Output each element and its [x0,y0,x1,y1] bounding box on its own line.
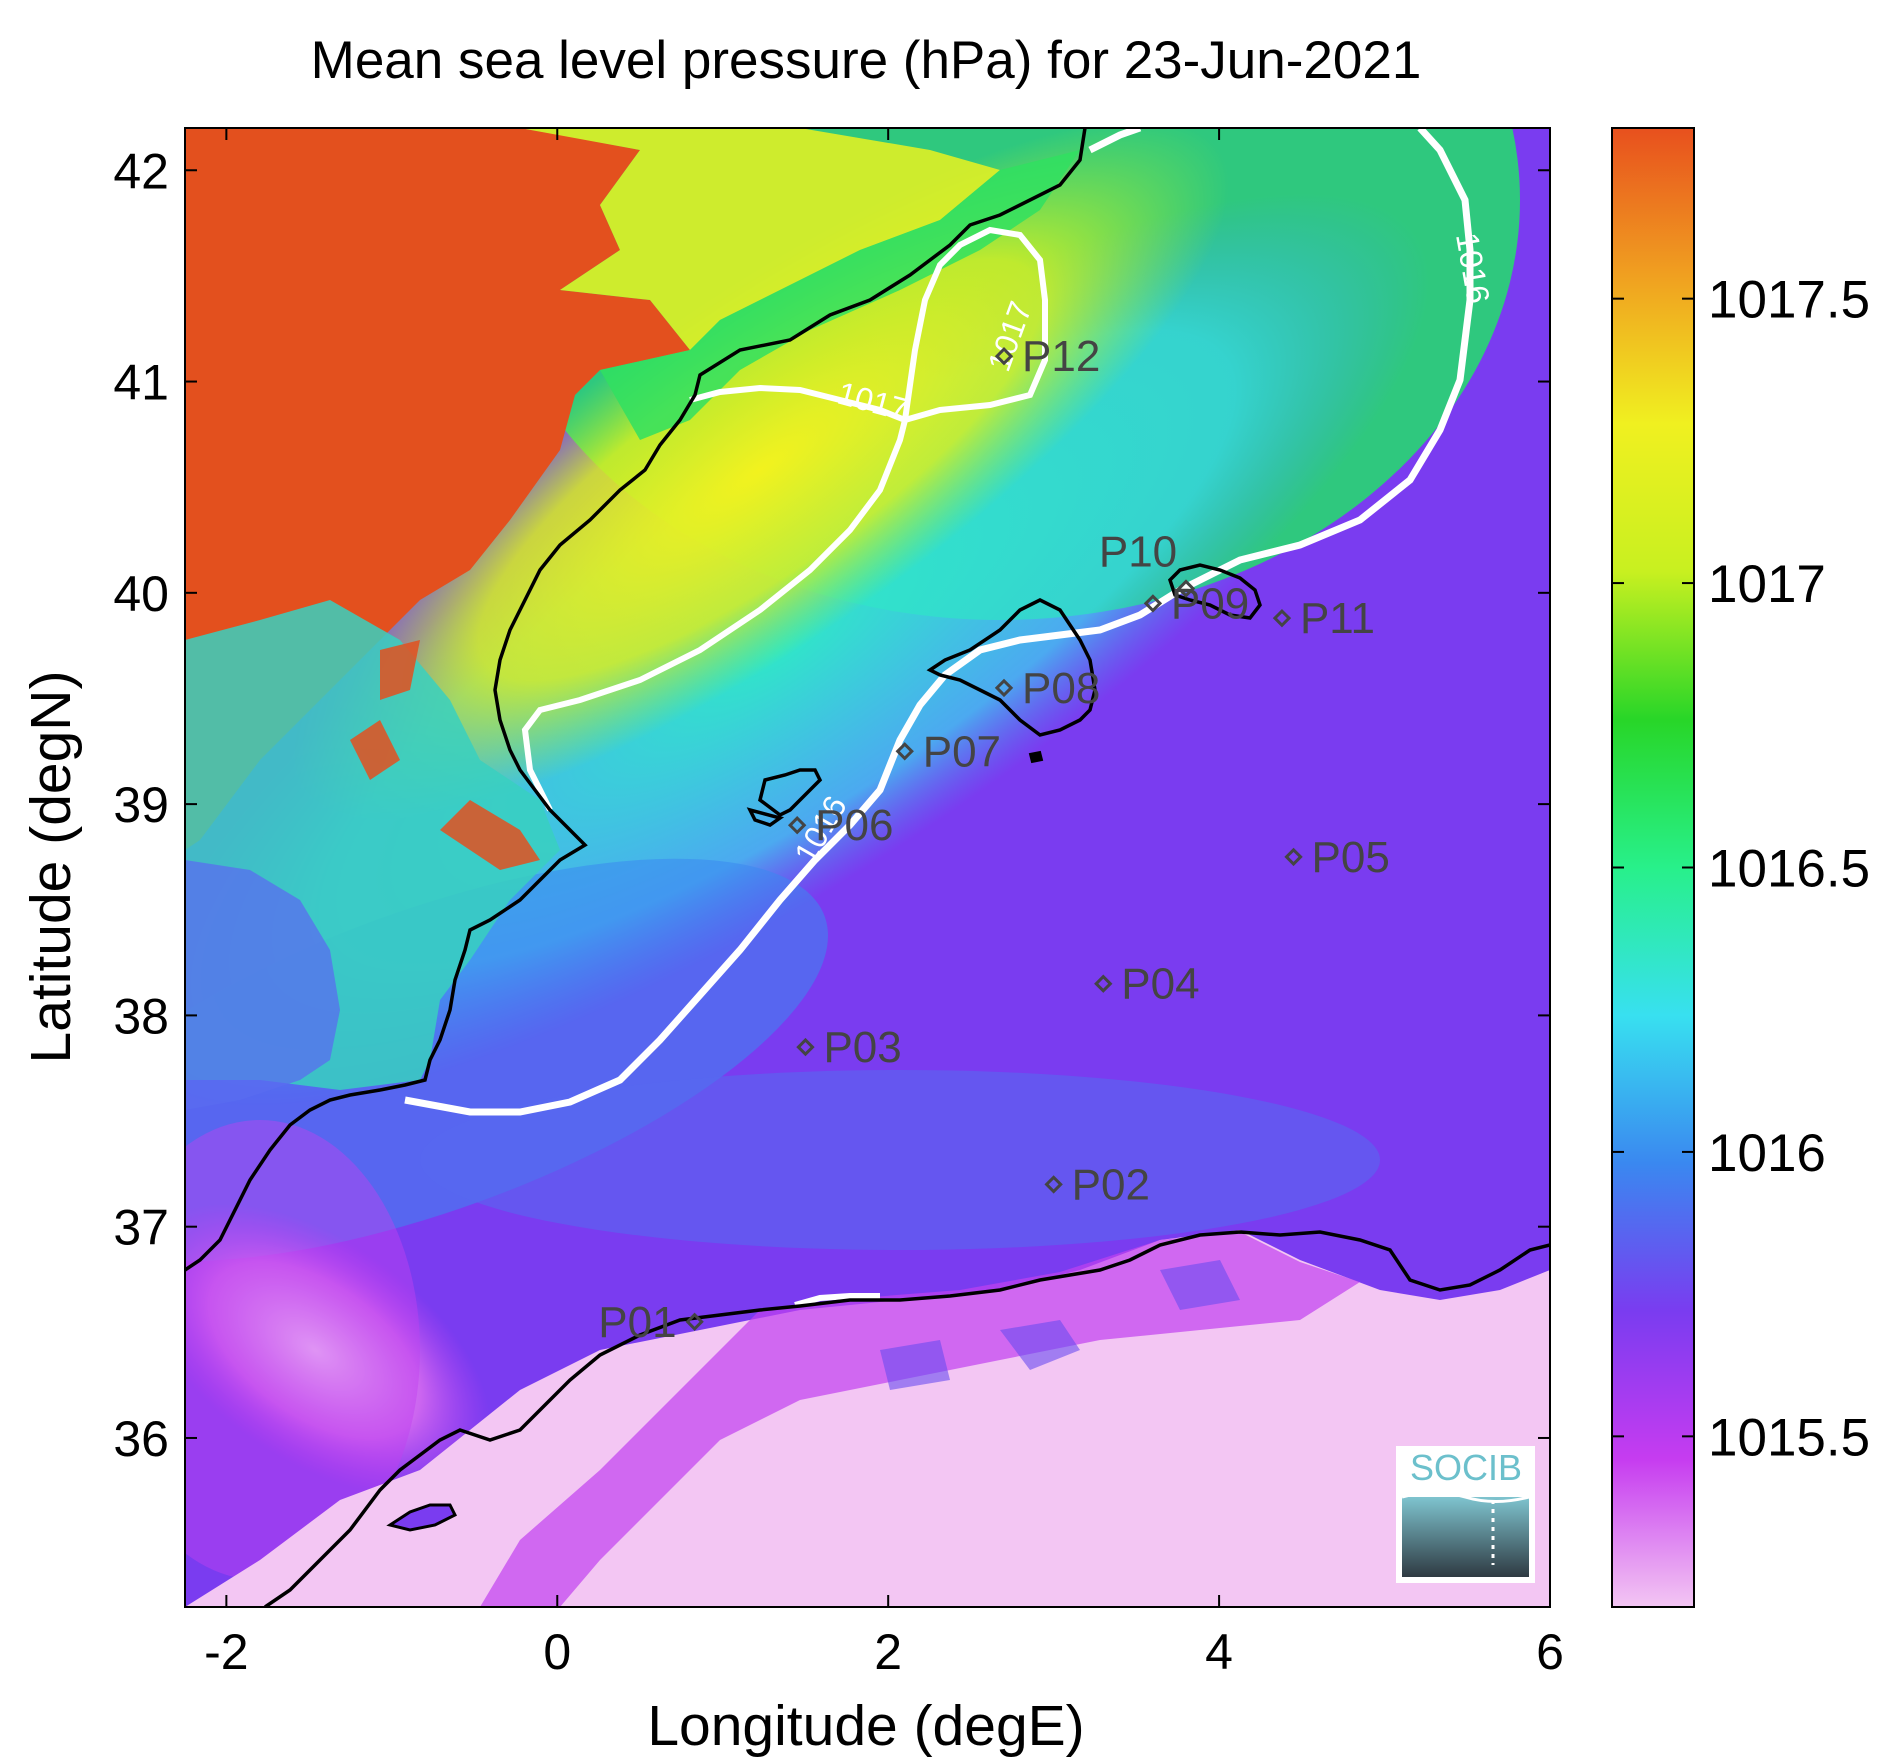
contour-1016-africa [794,1293,880,1308]
station-label: P03 [823,1023,901,1072]
colorbar-tick-label: 1015.5 [1708,1408,1870,1467]
x-tick-label: 6 [1536,1624,1564,1680]
map-panel: 1016 1016 1017 1017 P01P02P03P04P05P06P0… [185,128,1550,1607]
y-tick-label: 41 [113,355,169,411]
chart-title: Mean sea level pressure (hPa) for 23-Jun… [311,31,1422,90]
station-marker [1143,594,1163,613]
socib-logo: SOCIB [1396,1446,1535,1583]
y-tick-label: 37 [113,1200,169,1256]
y-tick-label: 38 [113,988,169,1044]
station-p09: P09 [1143,579,1249,628]
station-p01: P01 [598,1298,704,1347]
coastline-north-africa [264,1230,1550,1607]
y-tick-label: 42 [113,143,169,199]
map-frame [184,127,1551,1608]
station-label: P05 [1312,833,1390,882]
iberia-yellow-band [520,128,1000,350]
station-marker [796,1037,815,1057]
station-label: P01 [598,1298,676,1347]
station-marker [787,816,807,835]
x-tick-label: -2 [204,1624,248,1680]
pressure-field-sw-low [185,1204,491,1496]
pressure-field-blue-south [420,1070,1380,1250]
station-label: P06 [815,801,893,850]
station-marker [1044,1175,1063,1194]
station-p12: P12 [994,332,1100,381]
station-p07: P07 [895,727,1001,776]
iberia-green-band [600,150,1080,440]
station-marker [1176,579,1196,598]
coastline-menorca [1167,563,1262,620]
north-africa-violet-patches [880,1260,1240,1390]
colorbar [1611,127,1695,1608]
x-axis-label: Longitude (degE) [647,1694,1084,1758]
colorbar-tick-label: 1017 [1708,555,1826,614]
coastline-moroccan-lagoon [386,1503,458,1532]
station-label: P09 [1171,579,1249,628]
y-tick-label: 36 [113,1411,169,1467]
coastline-ibiza [746,768,823,827]
coastline-iberia [185,128,1087,1272]
station-p10: P10 [1099,528,1196,598]
station-p02: P02 [1044,1160,1150,1209]
pressure-field-ridge [291,128,1229,821]
x-axis: -2 0 2 4 6 [204,128,1564,1680]
station-p06: P06 [787,801,893,850]
coastline-mallorca [926,598,1097,737]
coastline-cabrera [1028,750,1044,764]
x-tick-label: 2 [874,1624,902,1680]
station-label: P02 [1072,1160,1150,1209]
station-p03: P03 [796,1023,902,1072]
station-marker [994,346,1014,366]
station-label: P04 [1121,960,1199,1009]
station-p05: P05 [1284,833,1390,882]
x-tick-label: 0 [543,1624,571,1680]
socib-logo-wave [1401,1491,1530,1503]
station-marker [685,1312,704,1331]
station-label: P10 [1099,528,1177,577]
socib-logo-text: SOCIB [1410,1447,1522,1488]
y-tick-label: 40 [113,566,169,622]
station-label: P07 [923,727,1001,776]
x-tick-label: 4 [1205,1624,1233,1680]
station-label: P12 [1022,332,1100,381]
y-tick-label: 39 [113,777,169,833]
pressure-field-sw-purple [185,1120,420,1580]
colorbar-tick-label: 1017.5 [1708,271,1870,330]
contour-1017 [521,226,1048,812]
station-p11: P11 [1272,594,1375,643]
colorbar-ticks: 1015.5 1016 1016.5 1017 1017.5 [1612,271,1870,1467]
iberia-red-patches [350,640,540,870]
station-marker [994,678,1014,698]
contour-1016 [404,128,1474,1116]
north-africa-purple-fringe [480,1232,1360,1607]
station-marker [895,742,914,761]
station-p08: P08 [994,664,1100,713]
y-axis: 36 37 38 39 40 41 42 [113,143,1550,1467]
colorbar-tick-label: 1016.5 [1708,840,1870,899]
colorbar-tick-label: 1016 [1708,1124,1826,1183]
station-marker [1272,608,1292,628]
contour-1017-west [689,384,907,423]
station-label: P08 [1022,664,1100,713]
station-marker [1094,974,1113,993]
y-axis-label: Latitude (degN) [19,671,83,1064]
station-p04: P04 [1094,960,1200,1009]
station-label: P11 [1300,594,1375,643]
contour-1016-north [1088,128,1142,154]
station-marker [1284,847,1303,867]
iberia-blue-interior [185,860,340,1110]
socib-logo-gradient [1402,1497,1529,1577]
